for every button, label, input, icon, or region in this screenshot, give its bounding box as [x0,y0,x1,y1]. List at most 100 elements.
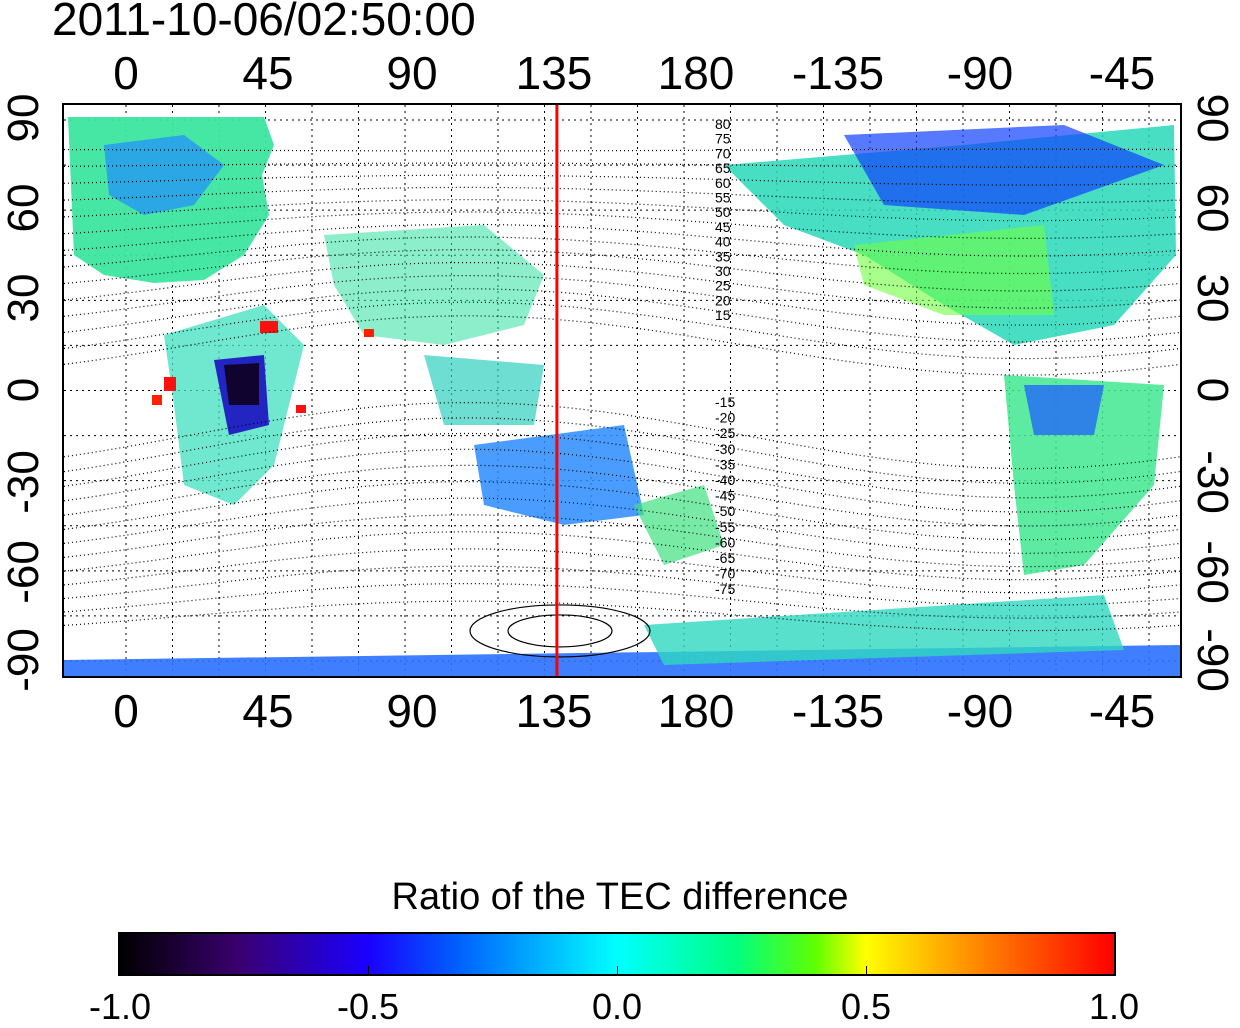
magnetic-latitude-contour [64,236,1180,275]
australia-tec-region [474,425,644,525]
top-lon-tick: -135 [791,47,885,99]
colorbar-title: Ratio of the TEC difference [391,876,849,918]
bottom-lon-tick: -90 [946,685,1014,737]
contour-label: 30 [715,263,731,279]
contour-label: 55 [715,190,731,206]
contour-label: 75 [715,131,731,147]
contour-label: -20 [715,410,735,426]
bottom-lon-tick: -45 [1088,685,1156,737]
contour-label: -65 [715,550,735,566]
new-zealand-tec-region [634,485,724,565]
top-lon-tick: -45 [1088,47,1156,99]
left-lat-tick: 60 [0,183,48,233]
contour-label: -30 [715,441,735,457]
magnetic-latitude-contour [64,223,1180,257]
magnetic-latitude-contour [64,315,1180,376]
contour-label: 65 [715,160,731,176]
magnetic-latitude-contour [64,262,1180,309]
contour-label: -40 [715,472,735,488]
magnetic-latitude-contour [64,464,1180,527]
left-lat-tick: -60 [0,540,48,604]
tec-map: 80 75 70 65 60 55 50 45 40 35 30 25 20 15 -15 -20 -25 -30… [62,103,1182,678]
colorbar-tick-label: 0.5 [840,986,892,1027]
contour-label: -15 [715,394,735,410]
contour-label: -60 [715,534,735,550]
tec-data-patches [64,117,1180,676]
bottom-lon-tick: 0 [113,685,139,737]
colorbar-tick-label: -0.5 [336,986,400,1027]
contour-label: -55 [715,519,735,535]
timestamp-title: 2011-10-06/02:50:00 [52,0,476,45]
top-lon-tick: 90 [386,47,438,99]
scandinavia-tec-region [104,135,224,215]
top-lon-tick: -90 [946,47,1014,99]
south-pacific-tec-band [644,595,1124,665]
left-lat-tick: 0 [0,377,48,403]
contour-label: -70 [715,566,735,582]
bottom-lon-tick: 90 [386,685,438,737]
magnetic-latitude-contour [64,301,1180,360]
africa-dark-region [224,363,259,405]
contour-label: 25 [715,278,731,294]
bottom-lon-tick: 180 [657,685,735,737]
contour-label: 35 [715,248,731,264]
magnetic-latitude-contour [64,583,1180,619]
contour-label: 45 [715,219,731,235]
contour-label: 80 [715,116,731,132]
contour-label: 40 [715,234,731,250]
magnetic-latitude-contour [64,565,1180,607]
contour-label: -45 [715,488,735,504]
top-lon-tick: 0 [113,47,139,99]
magnetic-latitude-contour [64,275,1180,326]
contour-label: -35 [715,456,735,472]
contour-label: 60 [715,175,731,191]
magnetic-latitude-contour [64,448,1180,513]
red-patch [364,329,374,337]
top-lon-tick: 135 [515,47,593,99]
contour-label: -25 [715,425,735,441]
magnetic-latitude-contour [64,417,1180,484]
colorbar-tick-mark [368,966,369,976]
red-patch [260,321,278,333]
right-lat-tick: 0 [1188,377,1237,403]
colorbar-tick-mark [617,966,618,976]
contour-label: -75 [715,581,735,597]
maritime-asia-region [424,355,544,425]
right-lat-tick: -90 [1188,628,1237,692]
magnetic-latitude-contour [64,497,1180,554]
magnetic-latitude-contours [64,148,1180,658]
contour-label: 20 [715,292,731,308]
left-lat-tick: 30 [0,273,48,323]
left-lat-tick: 90 [0,93,48,143]
contour-label: -50 [715,503,735,519]
usa-green-region [854,225,1054,315]
contour-label: 50 [715,204,731,220]
colorbar-tick-label: 0.0 [591,986,643,1027]
top-lon-tick: 45 [242,47,294,99]
left-lat-tick: -90 [0,628,48,692]
magnetic-latitude-contour [64,514,1180,568]
right-lat-tick: 90 [1188,93,1237,143]
magnetic-latitude-contour [64,402,1180,470]
bottom-lon-tick: 45 [242,685,294,737]
colorbar-tick-mark [866,966,867,976]
right-lat-tick: 30 [1188,273,1237,323]
bottom-lon-tick: -135 [791,685,885,737]
right-lat-tick: -30 [1188,450,1237,514]
red-patch [164,377,176,391]
magnetic-pole-contour [507,614,613,648]
contour-label: 15 [715,307,731,323]
colorbar-tick-label: -1.0 [88,986,152,1027]
red-patch [152,395,162,405]
arctic-canada-negative-region [844,125,1164,215]
left-lat-tick: -30 [0,450,48,514]
colorbar-tick-label: 1.0 [1088,986,1140,1027]
magnetic-latitude-contour [64,531,1180,581]
magnetic-pole-contour [469,604,651,658]
magnetic-latitude-contour [64,548,1180,594]
top-lon-tick: 180 [657,47,735,99]
magnetic-latitude-contour [64,432,1180,499]
red-patch [296,405,306,413]
